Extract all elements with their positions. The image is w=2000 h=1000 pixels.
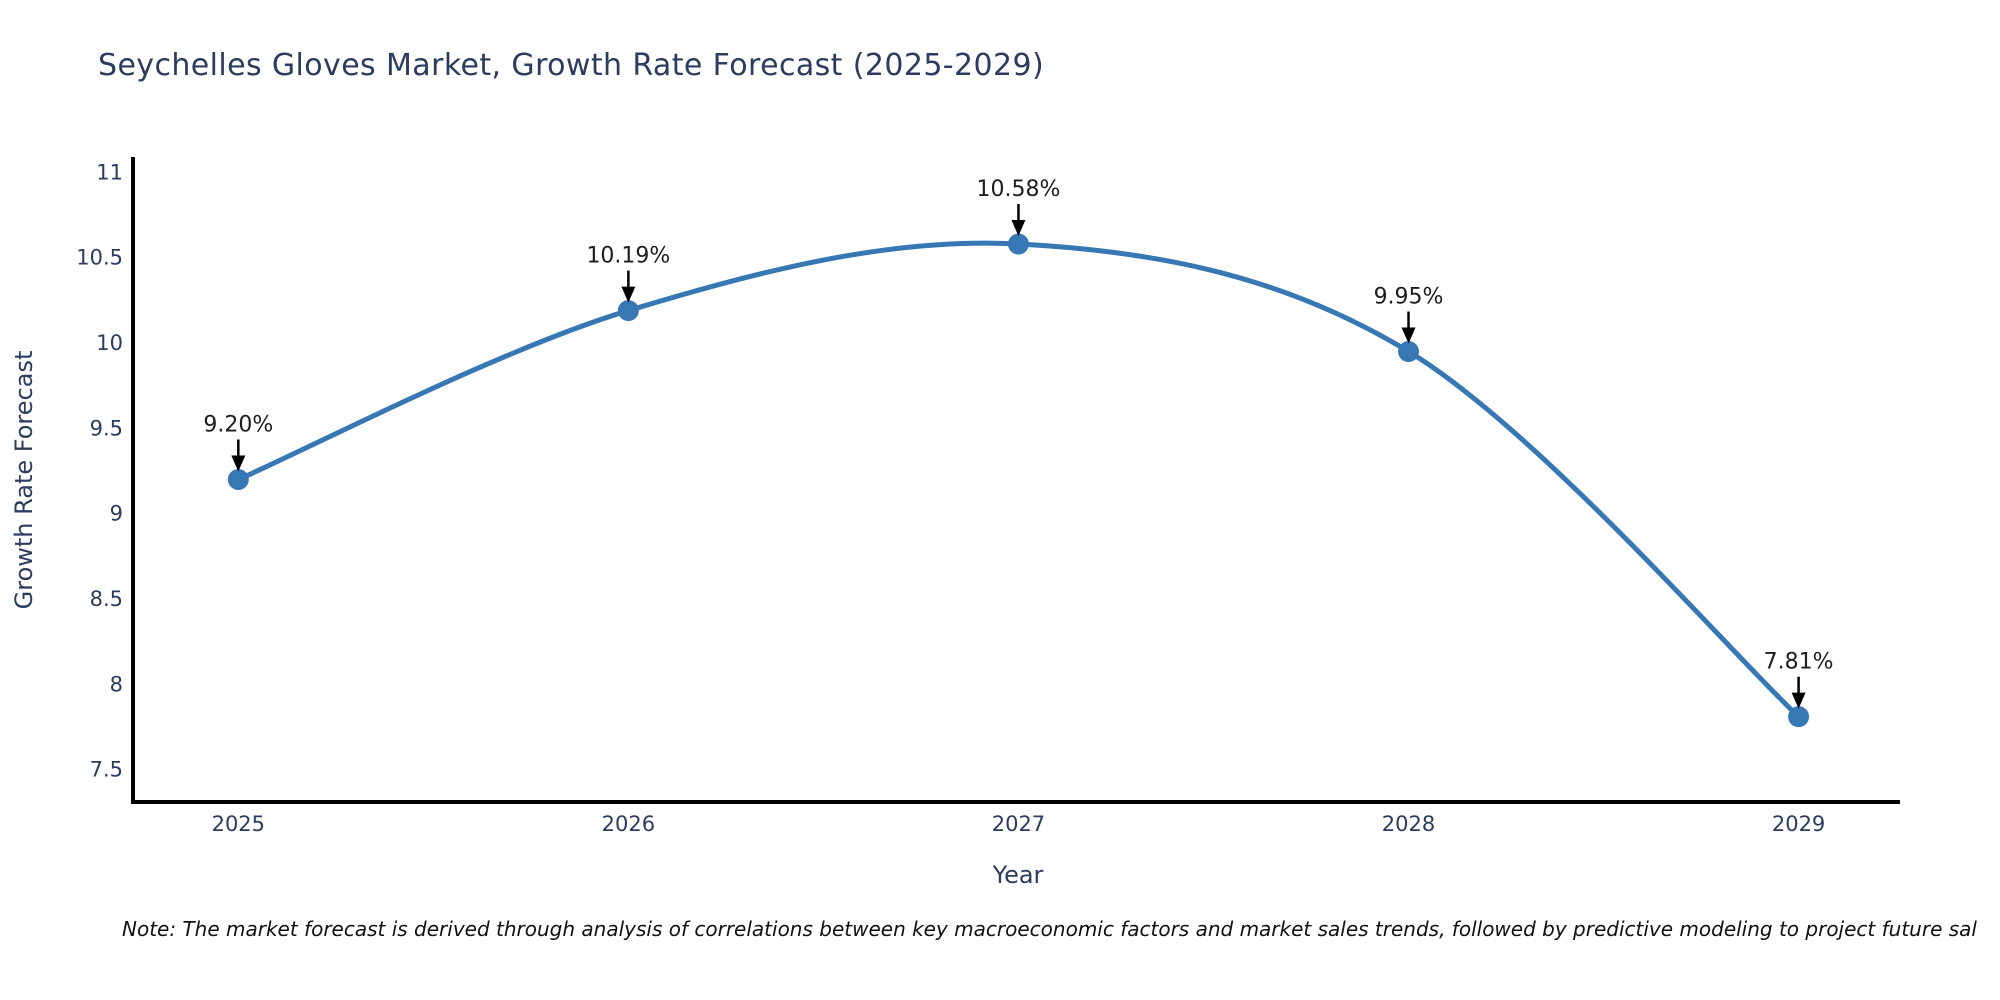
annotation-arrowhead (1401, 327, 1416, 344)
point-annotation-label: 9.95% (1374, 285, 1444, 310)
x-tick-label: 2028 (1382, 812, 1435, 836)
x-tick-label: 2026 (602, 812, 655, 836)
data-point-marker[interactable] (617, 300, 639, 322)
x-tick-label: 2029 (1772, 812, 1825, 836)
chart-title: Seychelles Gloves Market, Growth Rate Fo… (98, 48, 1045, 83)
y-tick-label: 9 (110, 502, 123, 526)
data-point-marker[interactable] (227, 469, 249, 490)
annotation-arrowhead (1011, 220, 1026, 237)
y-tick-label: 10 (96, 331, 123, 355)
data-point-marker[interactable] (1788, 706, 1810, 728)
forecast-line (237, 240, 1801, 719)
annotation-arrowhead (621, 286, 636, 303)
point-annotation-label: 9.20% (203, 413, 273, 438)
axis-lines (131, 157, 1900, 804)
y-tick-label: 8 (110, 672, 123, 696)
y-tick-label: 9.5 (90, 416, 123, 440)
x-tick-label: 2027 (992, 812, 1045, 836)
y-tick-label: 8.5 (90, 587, 123, 611)
data-point-marker[interactable] (1398, 341, 1420, 363)
point-annotation-label: 10.58% (977, 177, 1061, 202)
footnote: Note: The market forecast is derived thr… (122, 917, 1977, 941)
x-tick-label: 2025 (212, 812, 265, 836)
y-tick-label: 11 (96, 160, 123, 184)
data-point-marker[interactable] (1007, 233, 1029, 255)
point-annotation-label: 7.81% (1764, 650, 1834, 675)
point-annotation-label: 10.19% (586, 244, 670, 269)
annotation-arrowhead (231, 455, 246, 472)
y-tick-label: 7.5 (90, 758, 123, 782)
annotation-arrowhead (1791, 692, 1806, 709)
y-tick-label: 10.5 (76, 246, 123, 270)
x-axis-title: Year (992, 861, 1044, 889)
